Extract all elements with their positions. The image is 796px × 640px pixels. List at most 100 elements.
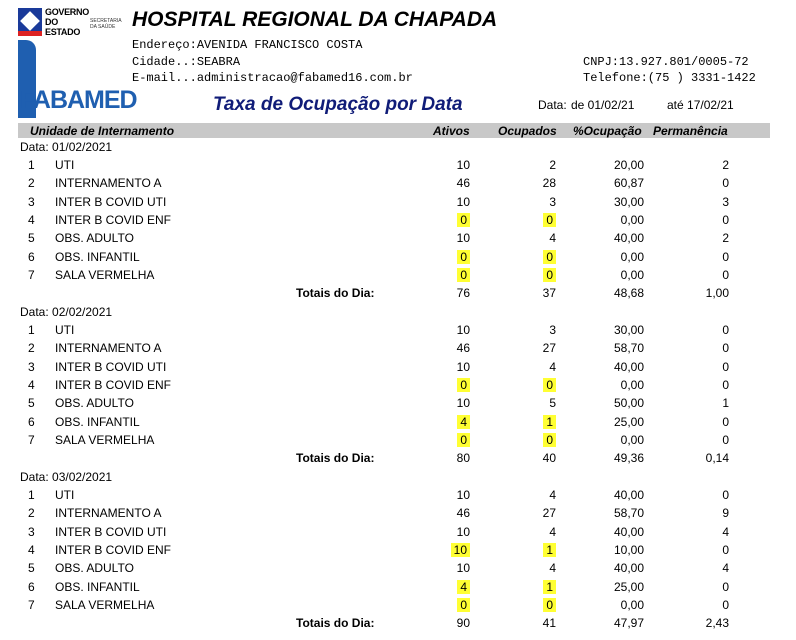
- row-unit-name: INTER B COVID UTI: [55, 525, 167, 539]
- row-pct-ocupacao: 40,00: [613, 525, 644, 539]
- col-permanencia: Permanência: [653, 124, 728, 138]
- city-label: Cidade..:: [132, 55, 197, 69]
- city-line: Cidade..:SEABRA: [132, 55, 240, 69]
- row-permanencia: 0: [722, 176, 729, 190]
- group-date-label: Data: 01/02/2021: [20, 140, 113, 154]
- fabamed-logo-bar: [18, 40, 36, 118]
- row-ocupados-cell: 0: [476, 598, 556, 612]
- row-number: 3: [28, 195, 35, 209]
- row-pct-ocupacao: 58,70: [613, 341, 644, 355]
- row-ocupados: 4: [549, 561, 556, 575]
- totals-label: Totais do Dia:: [296, 616, 375, 630]
- government-logo: GOVERNO DO ESTADO SECRETARIA DA SAÚDE: [18, 6, 121, 40]
- row-pct-ocupacao-cell: 40,00: [564, 561, 644, 575]
- row-permanencia: 2: [722, 158, 729, 172]
- row-pct-ocupacao: 40,00: [613, 488, 644, 502]
- row-pct-ocupacao-cell: 50,00: [564, 396, 644, 410]
- row-ativos: 0: [457, 598, 470, 612]
- totals-permanencia-cell: 0,14: [649, 451, 729, 465]
- row-ativos: 10: [456, 525, 470, 539]
- row-ativos-cell: 0: [390, 213, 470, 227]
- row-pct-ocupacao: 0,00: [620, 598, 644, 612]
- row-ocupados: 28: [542, 176, 556, 190]
- report-title: Taxa de Ocupação por Data: [213, 94, 463, 115]
- totals-ocupados-cell: 40: [476, 451, 556, 465]
- row-ativos-cell: 10: [390, 158, 470, 172]
- row-ativos: 0: [457, 213, 470, 227]
- totals-ocupados: 41: [542, 616, 556, 630]
- row-permanencia-cell: 2: [649, 158, 729, 172]
- row-pct-ocupacao-cell: 25,00: [564, 415, 644, 429]
- row-number: 1: [28, 323, 35, 337]
- fabamed-logo: FABAMED: [20, 86, 138, 114]
- row-ativos-cell: 10: [390, 360, 470, 374]
- row-ocupados: 4: [549, 360, 556, 374]
- row-number: 7: [28, 268, 35, 282]
- row-permanencia-cell: 4: [649, 561, 729, 575]
- group-date-label: Data: 03/02/2021: [20, 470, 113, 484]
- row-ativos: 10: [456, 561, 470, 575]
- totals-ativos: 76: [456, 286, 470, 300]
- row-permanencia-cell: 0: [649, 378, 729, 392]
- row-number: 4: [28, 213, 35, 227]
- row-ocupados: 0: [543, 268, 556, 282]
- totals-pct-ocupacao: 47,97: [613, 616, 644, 630]
- row-unit-name: OBS. INFANTIL: [55, 580, 140, 594]
- row-ativos: 0: [457, 378, 470, 392]
- row-permanencia-cell: 0: [649, 488, 729, 502]
- row-permanencia-cell: 0: [649, 341, 729, 355]
- row-pct-ocupacao: 40,00: [613, 231, 644, 245]
- row-unit-name: INTER B COVID UTI: [55, 195, 167, 209]
- totals-permanencia: 1,00: [705, 286, 729, 300]
- row-permanencia: 0: [722, 415, 729, 429]
- row-number: 5: [28, 231, 35, 245]
- row-permanencia-cell: 0: [649, 580, 729, 594]
- row-ocupados-cell: 27: [476, 506, 556, 520]
- row-pct-ocupacao: 30,00: [613, 195, 644, 209]
- row-unit-name: INTER B COVID UTI: [55, 360, 167, 374]
- row-permanencia: 4: [722, 525, 729, 539]
- row-unit-name: UTI: [55, 488, 75, 502]
- row-unit-name: UTI: [55, 323, 75, 337]
- row-ocupados-cell: 0: [476, 378, 556, 392]
- col-pct-ocupacao: %Ocupação: [573, 124, 642, 138]
- row-ativos: 10: [450, 543, 470, 557]
- row-ocupados: 5: [549, 396, 556, 410]
- group-date-label: Data: 02/02/2021: [20, 305, 113, 319]
- row-pct-ocupacao: 0,00: [620, 268, 644, 282]
- row-unit-name: SALA VERMELHA: [55, 268, 155, 282]
- row-ativos-cell: 4: [390, 415, 470, 429]
- row-ocupados: 4: [549, 488, 556, 502]
- row-permanencia: 0: [722, 268, 729, 282]
- row-ativos-cell: 10: [390, 396, 470, 410]
- row-pct-ocupacao: 40,00: [613, 360, 644, 374]
- row-permanencia: 2: [722, 231, 729, 245]
- row-unit-name: OBS. INFANTIL: [55, 250, 140, 264]
- totals-pct-ocupacao-cell: 47,97: [564, 616, 644, 630]
- row-pct-ocupacao: 0,00: [620, 378, 644, 392]
- row-ativos-cell: 0: [390, 433, 470, 447]
- row-number: 1: [28, 158, 35, 172]
- row-ocupados: 1: [543, 543, 556, 557]
- row-permanencia-cell: 0: [649, 360, 729, 374]
- row-pct-ocupacao-cell: 0,00: [564, 268, 644, 282]
- row-ocupados-cell: 3: [476, 195, 556, 209]
- row-pct-ocupacao: 50,00: [613, 396, 644, 410]
- row-ativos-cell: 10: [390, 488, 470, 502]
- email-line: E-mail...administracao@fabamed16.com.br: [132, 71, 413, 85]
- row-ativos: 46: [456, 176, 470, 190]
- row-ocupados-cell: 4: [476, 525, 556, 539]
- row-ativos-cell: 0: [390, 378, 470, 392]
- row-unit-name: OBS. ADULTO: [55, 231, 134, 245]
- totals-pct-ocupacao: 48,68: [613, 286, 644, 300]
- row-ocupados-cell: 0: [476, 433, 556, 447]
- totals-permanencia-cell: 2,43: [649, 616, 729, 630]
- address-line: Endereço:AVENIDA FRANCISCO COSTA: [132, 38, 362, 52]
- row-number: 2: [28, 176, 35, 190]
- row-permanencia-cell: 1: [649, 396, 729, 410]
- address-label: Endereço:: [132, 38, 197, 52]
- row-ativos-cell: 4: [390, 580, 470, 594]
- row-pct-ocupacao: 20,00: [613, 158, 644, 172]
- row-permanencia: 0: [722, 378, 729, 392]
- row-pct-ocupacao-cell: 58,70: [564, 341, 644, 355]
